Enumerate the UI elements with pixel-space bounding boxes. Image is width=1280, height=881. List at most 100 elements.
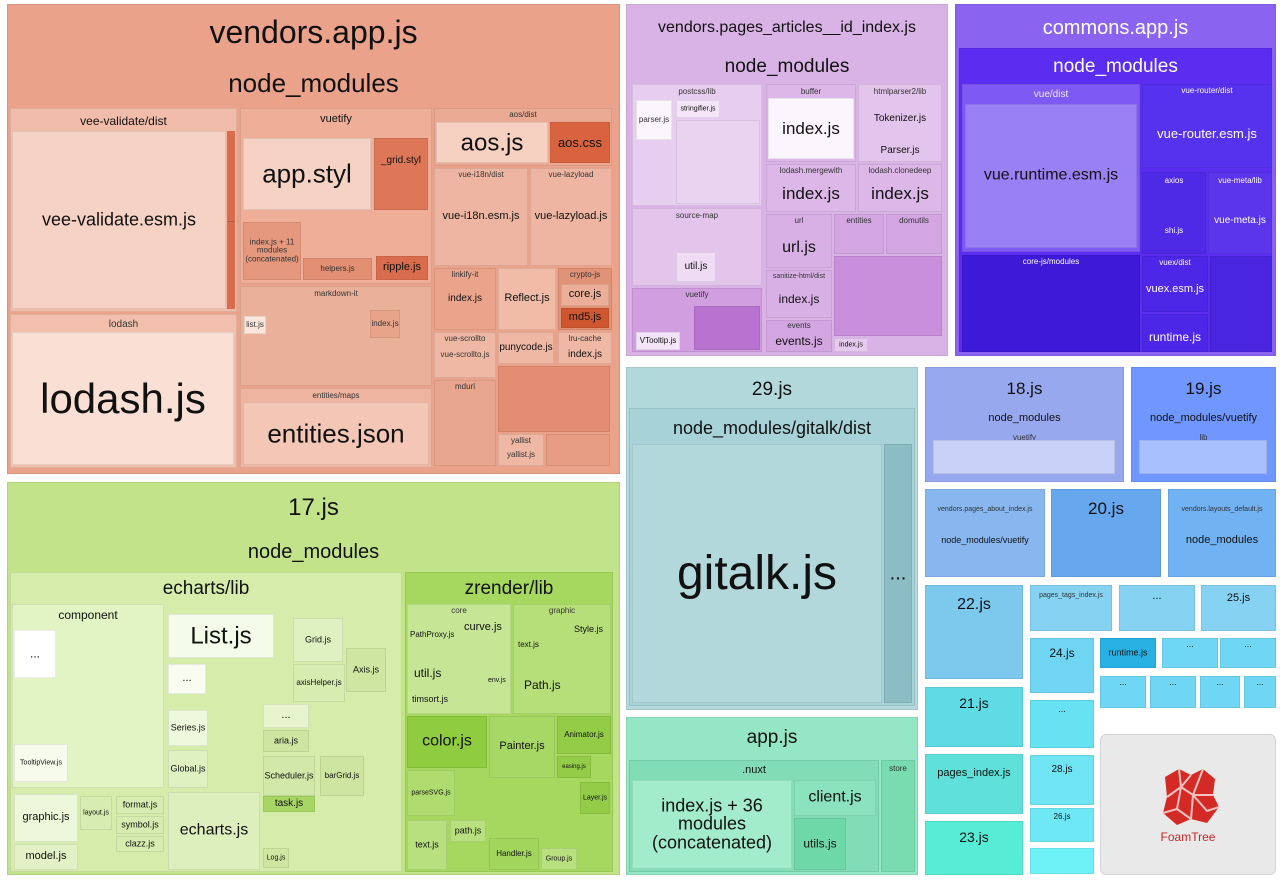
file-echarts-js[interactable]: echarts.js	[168, 792, 260, 870]
file-index-concat[interactable]: index.js + 36 modules (concatenated)	[632, 780, 792, 869]
chunk-ellipsis[interactable]: ...	[1100, 676, 1146, 708]
file-entities-json[interactable]: entities.json	[243, 402, 429, 465]
file-app-styl[interactable]: app.styl	[243, 138, 371, 210]
chunk-ellipsis[interactable]: ...	[1150, 676, 1196, 708]
file-runtime[interactable]: runtime.js	[1100, 638, 1156, 668]
file-text2[interactable]: text.js	[407, 820, 447, 870]
module-axios[interactable]: axios shi.js	[1142, 172, 1206, 254]
file-painter[interactable]: Painter.js	[489, 716, 555, 778]
group-23-js[interactable]: 23.js	[925, 821, 1023, 875]
chunk-blank[interactable]	[1030, 848, 1094, 874]
module-vue-router[interactable]: vue-router/dist vue-router.esm.js	[1142, 84, 1272, 168]
group-28-js[interactable]: 28.js	[1030, 755, 1094, 805]
group-25-js[interactable]: 25.js	[1201, 585, 1276, 631]
module-url[interactable]: url url.js	[766, 214, 832, 268]
file-tooltip-view[interactable]: TooltipView.js	[14, 744, 68, 782]
group-about[interactable]: vendors.pages_about_index.js node_module…	[925, 489, 1045, 577]
file-axis-helper[interactable]: axisHelper.js	[293, 664, 345, 702]
file-vee-validate-esm[interactable]: vee-validate.esm.js	[12, 131, 226, 309]
file-gitalk[interactable]: gitalk.js	[632, 444, 882, 703]
module-markdown-it[interactable]: markdown-it	[240, 286, 432, 386]
file-format[interactable]: format.js	[116, 796, 164, 814]
file-stringifier[interactable]: stringifier.js	[676, 100, 720, 118]
group-20-js[interactable]: 20.js	[1051, 489, 1161, 577]
file-md5-js[interactable]: md5.js	[561, 308, 609, 328]
file-md-index[interactable]: index.js	[370, 310, 400, 338]
chunk-ellipsis[interactable]: ...	[1200, 676, 1240, 708]
group-26-js[interactable]: 26.js	[1030, 808, 1094, 842]
module-events[interactable]: events events.js	[766, 320, 832, 352]
file-component-ellipsis[interactable]: ...	[168, 664, 206, 694]
file-aos-js[interactable]: aos.js	[436, 122, 548, 163]
module-lodash-clonedeep[interactable]: lodash.clonedeep index.js	[858, 164, 942, 212]
module-entities[interactable]: entities	[834, 214, 884, 254]
chunk-ellipsis[interactable]: ...	[1220, 638, 1276, 668]
module-linkify-it[interactable]: linkify-it index.js	[434, 268, 496, 330]
file-global[interactable]: Global.js	[168, 750, 208, 788]
file-parser[interactable]: parser.js	[636, 100, 672, 140]
module-lru-cache[interactable]: lru-cache index.js	[558, 332, 612, 364]
file-core-js[interactable]: core.js	[561, 284, 609, 306]
file-easing[interactable]: easing.js	[557, 756, 591, 778]
file-bargrid[interactable]: barGrid.js	[320, 756, 364, 796]
file-vue-runtime[interactable]: vue.runtime.esm.js	[965, 104, 1137, 248]
module-vue-scrollto[interactable]: vue-scrollto vue-scrollto.js	[434, 332, 496, 378]
file-list-js[interactable]: list.js	[244, 316, 266, 334]
module-source-map[interactable]: source-map	[632, 208, 762, 286]
chunk-ellipsis[interactable]: ...	[1244, 676, 1276, 708]
group-22-js[interactable]: 22.js	[925, 585, 1023, 679]
file-animator[interactable]: Animator.js	[557, 716, 611, 754]
file-runtime[interactable]: runtime.js	[1142, 314, 1208, 352]
file-color[interactable]: color.js	[407, 716, 487, 768]
file-aos-css[interactable]: aos.css	[550, 122, 610, 163]
file-path2[interactable]: path.js	[450, 820, 486, 842]
file-vtooltip[interactable]: VTooltip.js	[636, 332, 680, 350]
file-group[interactable]: Group.js	[541, 848, 577, 870]
chunk-ellipsis[interactable]: ...	[1030, 700, 1094, 748]
file-grid[interactable]: Grid.js	[293, 618, 343, 662]
module-mdurl[interactable]: mdurl	[434, 380, 496, 466]
module-vue-i18n[interactable]: vue-i18n/dist vue-i18n.esm.js	[434, 168, 528, 266]
module-yallist[interactable]: yallist yallist.js	[498, 434, 544, 466]
file-layer[interactable]: Layer.js	[580, 782, 610, 814]
file-axis[interactable]: Axis.js	[346, 648, 386, 692]
file-buffer-index[interactable]: index.js	[768, 98, 854, 159]
file-list-js[interactable]: List.js	[168, 614, 274, 658]
file-punycode[interactable]: punycode.js	[498, 332, 554, 364]
module-sanitize-html[interactable]: sanitize-html/dist index.js	[766, 270, 832, 318]
file-symbol[interactable]: symbol.js	[116, 816, 164, 834]
file-clazz[interactable]: clazz.js	[116, 836, 164, 852]
file-util[interactable]: util.js	[676, 252, 716, 282]
file-aria[interactable]: aria.js	[263, 730, 309, 752]
file-client[interactable]: client.js	[794, 780, 876, 816]
file-lodash-js[interactable]: lodash.js	[12, 332, 234, 465]
module-store[interactable]: store	[881, 760, 915, 872]
group-pages-index[interactable]: pages_index.js	[925, 754, 1023, 814]
file-gitalk-ellipsis[interactable]: ...	[884, 444, 912, 703]
file-index-small[interactable]: index.js	[834, 338, 868, 352]
file-handler[interactable]: Handler.js	[489, 838, 539, 870]
module-domutils[interactable]: domutils	[886, 214, 942, 254]
file-graphic[interactable]: graphic.js	[14, 794, 78, 842]
file-reflect[interactable]: Reflect.js	[498, 268, 556, 330]
file-grid-styl[interactable]: _grid.styl	[374, 138, 428, 210]
file-scheduler[interactable]: Scheduler.js	[263, 756, 315, 796]
file-layout[interactable]: layout.js	[80, 796, 112, 830]
chunk-ellipsis[interactable]: ...	[1162, 638, 1218, 668]
file-helpers[interactable]: helpers.js	[303, 258, 372, 280]
file-task[interactable]: task.js	[263, 796, 315, 812]
module-graphic[interactable]: graphic text.js Style.js Path.js	[513, 604, 611, 714]
file-index-concat[interactable]: index.js + 11 modules (concatenated)	[243, 222, 301, 280]
chunk-ellipsis[interactable]: ...	[1119, 585, 1195, 631]
file-log[interactable]: Log.js	[263, 848, 289, 868]
module-vue-lazyload[interactable]: vue-lazyload vue-lazyload.js	[530, 168, 612, 266]
file-component-ellipsis[interactable]: ...	[14, 630, 56, 678]
module-vuex[interactable]: vuex/dist vuex.esm.js	[1142, 256, 1208, 312]
module-htmlparser2[interactable]: htmlparser2/lib Tokenizer.js Parser.js	[858, 84, 942, 162]
vee-ellipsis[interactable]: ...	[227, 131, 235, 309]
group-21-js[interactable]: 21.js	[925, 687, 1023, 747]
module-lodash-mergewith[interactable]: lodash.mergewith index.js	[766, 164, 856, 212]
file-utils[interactable]: utils.js	[794, 818, 846, 870]
module-vue-meta[interactable]: vue-meta/lib vue-meta.js	[1208, 172, 1272, 254]
file-model[interactable]: model.js	[14, 844, 78, 870]
